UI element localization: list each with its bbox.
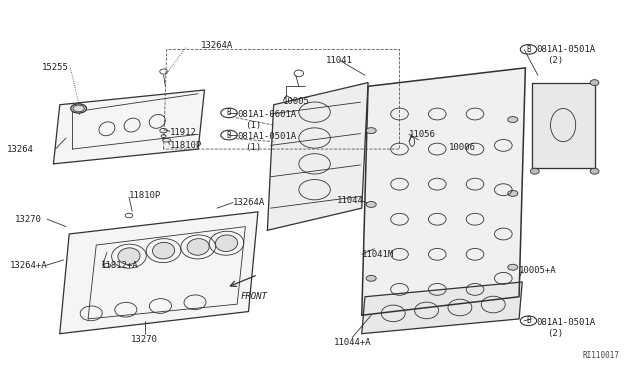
Text: RI110017: RI110017 (583, 351, 620, 360)
Text: 13270: 13270 (131, 335, 158, 344)
Polygon shape (362, 282, 522, 334)
Text: 15255: 15255 (42, 63, 69, 72)
Text: 081A1-0601A: 081A1-0601A (237, 109, 296, 119)
Ellipse shape (531, 168, 539, 174)
Ellipse shape (508, 190, 518, 196)
Text: 13264: 13264 (6, 145, 33, 154)
Text: 081A1-0501A: 081A1-0501A (537, 45, 596, 54)
Text: B: B (526, 316, 531, 325)
Text: 11810P: 11810P (170, 141, 202, 150)
Text: 11041M: 11041M (362, 250, 394, 259)
Ellipse shape (508, 116, 518, 122)
Ellipse shape (508, 264, 518, 270)
Text: 13264+A: 13264+A (10, 261, 47, 270)
Text: (1): (1) (245, 121, 262, 129)
Polygon shape (60, 212, 258, 334)
Ellipse shape (590, 168, 599, 174)
Text: 13264A: 13264A (233, 198, 265, 207)
Text: (2): (2) (547, 56, 563, 65)
Ellipse shape (152, 242, 175, 259)
Text: 11810P: 11810P (129, 191, 161, 200)
Text: 11044: 11044 (337, 196, 364, 205)
Ellipse shape (366, 202, 376, 208)
Text: B: B (227, 108, 231, 118)
Ellipse shape (590, 80, 599, 86)
Ellipse shape (366, 128, 376, 134)
Text: FRONT: FRONT (241, 292, 268, 301)
Text: B: B (526, 45, 531, 54)
Text: 10005+A: 10005+A (519, 266, 557, 275)
Text: 10005: 10005 (283, 97, 310, 106)
Text: 11812+A: 11812+A (100, 261, 138, 270)
Polygon shape (54, 90, 204, 164)
Polygon shape (532, 83, 595, 167)
Ellipse shape (216, 235, 237, 251)
Text: 11041: 11041 (326, 56, 353, 65)
Text: 11044+A: 11044+A (333, 339, 371, 347)
Text: 11912: 11912 (170, 128, 196, 137)
Text: 13270: 13270 (15, 215, 42, 224)
Text: 11056: 11056 (409, 130, 436, 139)
Ellipse shape (118, 248, 140, 264)
Text: 13264A: 13264A (202, 41, 234, 50)
Text: B: B (227, 131, 231, 140)
Ellipse shape (71, 104, 86, 113)
Polygon shape (268, 83, 368, 230)
Text: 081A1-0501A: 081A1-0501A (237, 132, 296, 141)
Text: (1): (1) (245, 143, 262, 152)
Text: (2): (2) (547, 329, 563, 338)
Text: 081A1-0501A: 081A1-0501A (537, 318, 596, 327)
Ellipse shape (187, 238, 209, 255)
Text: 10006: 10006 (449, 143, 476, 152)
Polygon shape (362, 68, 525, 315)
Ellipse shape (366, 275, 376, 281)
